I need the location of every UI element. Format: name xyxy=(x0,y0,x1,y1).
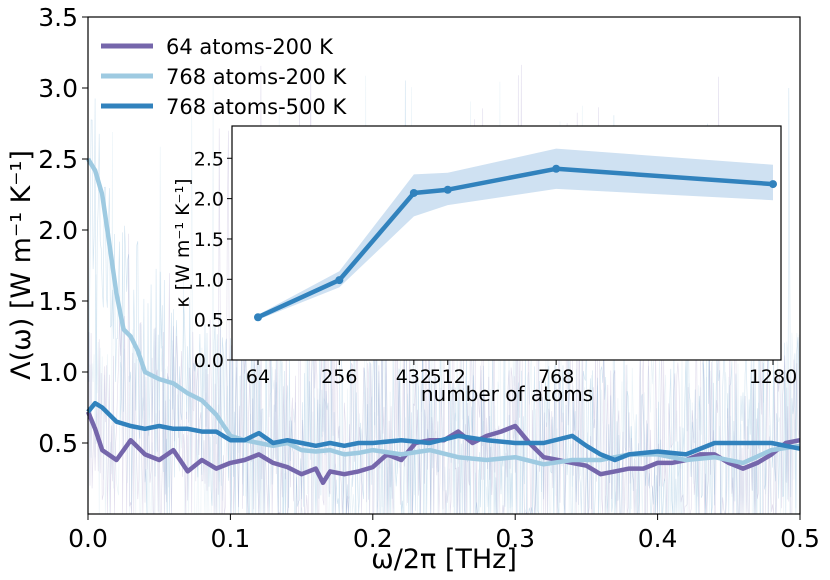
x-tick-label: 0.2 xyxy=(353,524,393,553)
legend: 64 atoms-200 K 768 atoms-200 K 768 atoms… xyxy=(101,35,347,119)
x-tick-label: 0.5 xyxy=(780,524,820,553)
main-x-axis: 0.0 0.1 0.2 0.3 0.4 0.5 xyxy=(68,514,820,553)
inset-y-tick-label: 0.5 xyxy=(194,310,224,332)
y-tick-label: 3.5 xyxy=(38,3,78,32)
inset-y-tick-label: 1.0 xyxy=(194,269,224,291)
inset-y-tick-label: 2.0 xyxy=(194,189,224,211)
inset-point xyxy=(335,276,344,285)
y-tick-label: 2.0 xyxy=(38,216,78,245)
inset-point xyxy=(552,164,561,173)
x-tick-label: 0.3 xyxy=(495,524,535,553)
inset-y-axis: 0.0 0.5 1.0 1.5 2.0 2.5 xyxy=(194,148,232,372)
legend-label-64-atoms-200k: 64 atoms-200 K xyxy=(166,35,334,59)
inset-plot-frame xyxy=(231,125,782,361)
main-plot-frame xyxy=(87,16,801,515)
main-plot: 0.0 0.1 0.2 0.3 0.4 0.5 0.5 1.0 1.5 2.0 2.5 3.0 3.5… xyxy=(6,3,820,575)
y-tick-label: 0.5 xyxy=(38,429,78,458)
inset-uncertainty-band xyxy=(258,148,773,320)
legend-label-768-atoms-200k: 768 atoms-200 K xyxy=(166,65,347,89)
main-x-axis-label: ω/2π [THz] xyxy=(371,544,517,575)
legend-label-768-atoms-500k: 768 atoms-500 K xyxy=(166,95,347,119)
y-tick-label: 3.0 xyxy=(38,74,78,103)
y-tick-label: 1.0 xyxy=(38,358,78,387)
y-tick-label: 2.5 xyxy=(38,145,78,174)
series-line-2 xyxy=(86,157,801,467)
inset-x-tick-label: 1280 xyxy=(749,366,797,388)
inset-y-tick-label: 2.5 xyxy=(194,148,224,170)
inset-y-tick-label: 0.0 xyxy=(194,350,224,372)
y-tick-label: 1.5 xyxy=(38,287,78,316)
x-tick-label: 0.0 xyxy=(68,524,108,553)
inset-x-tick-label: 432 xyxy=(396,366,432,388)
inset-x-tick-label: 256 xyxy=(321,366,357,388)
series-line-1 xyxy=(85,410,801,486)
x-tick-label: 0.1 xyxy=(211,524,251,553)
inset-point xyxy=(443,185,452,194)
noise-trace xyxy=(87,74,801,515)
inset-x-axis-label: number of atoms xyxy=(421,382,593,406)
inset-points xyxy=(254,164,777,322)
inset-y-axis-label: κ [W m⁻¹ K⁻¹] xyxy=(172,178,194,307)
series-line-3 xyxy=(86,400,801,463)
main-y-axis-label: Λ(ω) [W m⁻¹ K⁻¹] xyxy=(6,150,37,380)
inset-point xyxy=(254,313,262,322)
inset-x-tick-label: 512 xyxy=(430,366,466,388)
x-tick-label: 0.4 xyxy=(638,524,678,553)
inset-x-tick-label: 64 xyxy=(246,366,270,388)
inset-point xyxy=(769,180,777,189)
inset-point xyxy=(409,188,418,197)
inset-x-tick-label: 768 xyxy=(538,366,574,388)
inset-kappa-line xyxy=(257,166,774,320)
main-y-axis: 0.5 1.0 1.5 2.0 2.5 3.0 3.5 xyxy=(38,3,88,458)
main-series-lines xyxy=(85,157,801,486)
inset-y-tick-label: 1.5 xyxy=(194,229,224,251)
